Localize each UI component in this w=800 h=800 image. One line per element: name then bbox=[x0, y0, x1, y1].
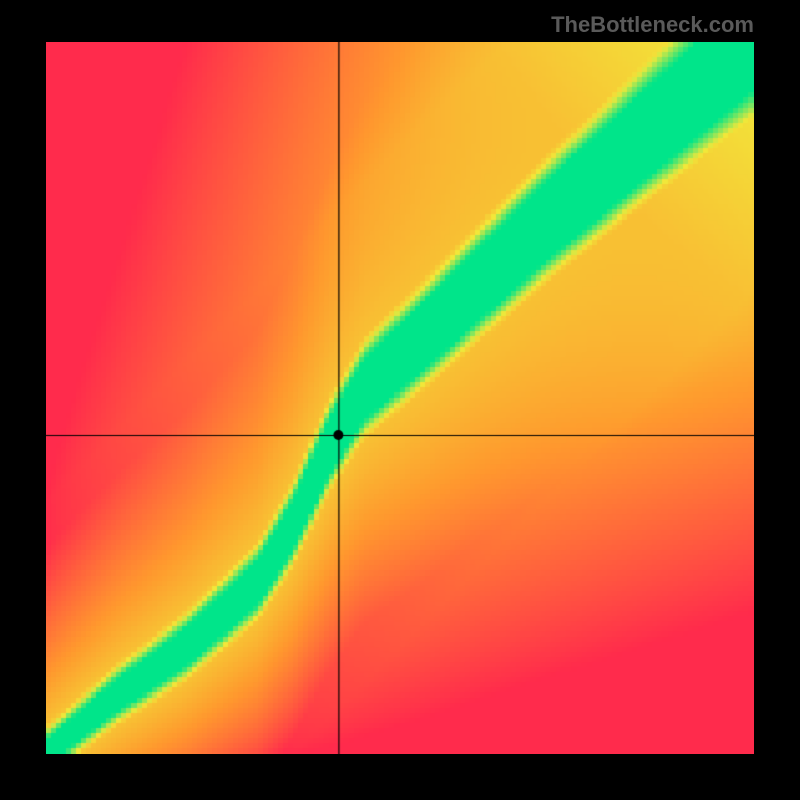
chart-container: TheBottleneck.com bbox=[0, 0, 800, 800]
watermark-label: TheBottleneck.com bbox=[551, 12, 754, 38]
bottleneck-heatmap bbox=[46, 42, 754, 754]
